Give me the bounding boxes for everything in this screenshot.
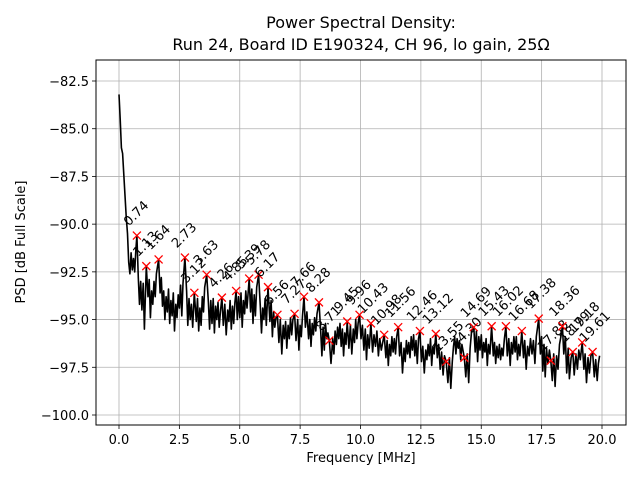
peak-marker	[487, 321, 497, 331]
chart-title-line-2: Run 24, Board ID E190324, CH 96, lo gain…	[172, 35, 549, 54]
peak-marker	[459, 353, 469, 363]
peak-marker	[244, 274, 254, 283]
peak-marker	[534, 314, 544, 324]
peak-marker	[546, 356, 556, 366]
peak-marker	[141, 261, 151, 271]
peak-marker	[355, 310, 364, 320]
peak-marker	[588, 347, 598, 357]
x-tick-label: 17.5	[527, 433, 556, 448]
peak-marker	[290, 309, 300, 319]
y-axis-label: PSD [dB Full Scale]	[14, 180, 29, 303]
y-tick-label: −82.5	[49, 75, 89, 90]
x-tick-label: 15.0	[467, 433, 496, 448]
peak-marker	[254, 270, 264, 280]
x-tick-label: 0.0	[109, 433, 130, 448]
y-axis-ticks: −82.5 −85.0 −87.5 −90.0 −92.5 −95.0 −97.5 −100.…	[41, 75, 96, 424]
y-tick-label: −90.0	[49, 218, 89, 233]
y-tick-label: −97.5	[49, 361, 89, 376]
peak-marker	[577, 338, 587, 347]
peak-marker	[154, 254, 164, 264]
y-tick-label: −95.0	[49, 314, 89, 329]
x-tick-label: 12.5	[406, 433, 435, 448]
x-tick-label: 5.0	[229, 433, 250, 448]
grid	[96, 60, 626, 425]
peak-marker	[342, 317, 352, 326]
series-layer	[118, 94, 601, 390]
peak-marker	[314, 297, 324, 307]
peak-marker	[324, 336, 334, 346]
peak-marker	[517, 326, 527, 336]
y-tick-label: −100.0	[41, 409, 89, 424]
y-tick-label: −87.5	[49, 170, 89, 185]
x-axis-ticks: 0.0 2.5 5.0 7.5 10.0 12.5 15.0 17.5 20.0	[109, 425, 617, 448]
peak-marker	[132, 231, 142, 241]
chart-title-line-1: Power Spectral Density:	[266, 13, 456, 32]
plot-frame	[95, 59, 627, 426]
peak-marker	[431, 329, 441, 339]
x-tick-label: 20.0	[588, 433, 617, 448]
psd-line	[118, 94, 601, 390]
peak-marker	[231, 286, 241, 296]
peak-marker	[379, 330, 389, 340]
peak-marker	[180, 253, 190, 263]
peak-marker	[189, 288, 199, 298]
peak-marker	[272, 310, 282, 320]
y-tick-label: −92.5	[49, 266, 89, 281]
x-axis-label: Frequency [MHz]	[306, 451, 415, 466]
y-tick-label: −85.0	[49, 123, 89, 138]
peak-marker	[501, 321, 511, 331]
x-tick-label: 2.5	[169, 433, 190, 448]
peak-marker	[557, 321, 567, 331]
peak-marker	[299, 292, 309, 302]
peak-marker	[217, 293, 227, 303]
peak-marker	[441, 357, 451, 367]
peak-marker	[568, 347, 578, 357]
x-tick-label: 10.0	[346, 433, 375, 448]
peak-marker	[393, 322, 403, 332]
peak-marker	[469, 322, 479, 332]
x-tick-label: 7.5	[290, 433, 311, 448]
peak-marker	[202, 270, 212, 280]
peak-marker	[263, 282, 273, 292]
peak-marker	[415, 326, 425, 336]
peak-marker	[366, 318, 376, 328]
